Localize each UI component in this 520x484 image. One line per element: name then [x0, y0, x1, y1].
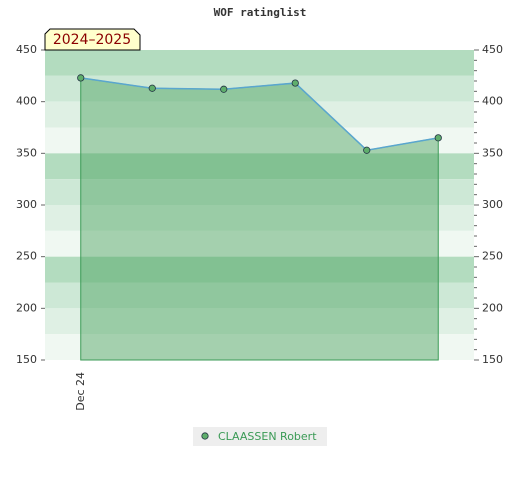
point — [77, 74, 85, 82]
point — [291, 79, 299, 87]
y-tick-label: 200 — [16, 301, 37, 314]
y2-tick-label: 300 — [482, 198, 503, 211]
background-band — [45, 75, 474, 102]
y2-tick-label: 450 — [482, 43, 503, 56]
background-band — [45, 282, 474, 309]
y-tick-label: 450 — [16, 43, 37, 56]
legend-marker — [201, 432, 209, 440]
chart-title: WOF ratinglist — [214, 6, 307, 19]
y2-tick-label: 150 — [482, 353, 503, 366]
legend-box — [193, 427, 327, 446]
annotation: 2024–2025 — [53, 32, 131, 48]
point — [434, 134, 442, 142]
y-tick-label: 400 — [16, 95, 37, 108]
background-band — [45, 205, 474, 231]
y-tick-label: 300 — [16, 198, 37, 211]
point — [220, 85, 228, 93]
y2-tick-label: 200 — [482, 301, 503, 314]
y2-tick-label: 350 — [482, 146, 503, 159]
y-tick-label: 350 — [16, 146, 37, 159]
background-band — [45, 153, 474, 180]
line — [80, 77, 439, 152]
point — [363, 146, 371, 154]
y2-tick-label: 400 — [482, 95, 503, 108]
background-band — [45, 179, 474, 205]
background-band — [45, 127, 474, 154]
background-band — [45, 50, 474, 76]
background-band — [45, 230, 474, 257]
y-tick-label: 250 — [16, 250, 37, 263]
y-tick-label: 150 — [16, 353, 37, 366]
background-band — [45, 334, 474, 360]
annotation-box — [44, 28, 141, 51]
y2-tick-label: 250 — [482, 250, 503, 263]
x-tick-label: Dec 24 — [74, 372, 87, 411]
background-band — [45, 256, 474, 283]
background-band — [45, 308, 474, 335]
legend-label: CLAASSEN Robert — [218, 430, 317, 443]
background-band — [45, 101, 474, 128]
point — [148, 84, 156, 92]
